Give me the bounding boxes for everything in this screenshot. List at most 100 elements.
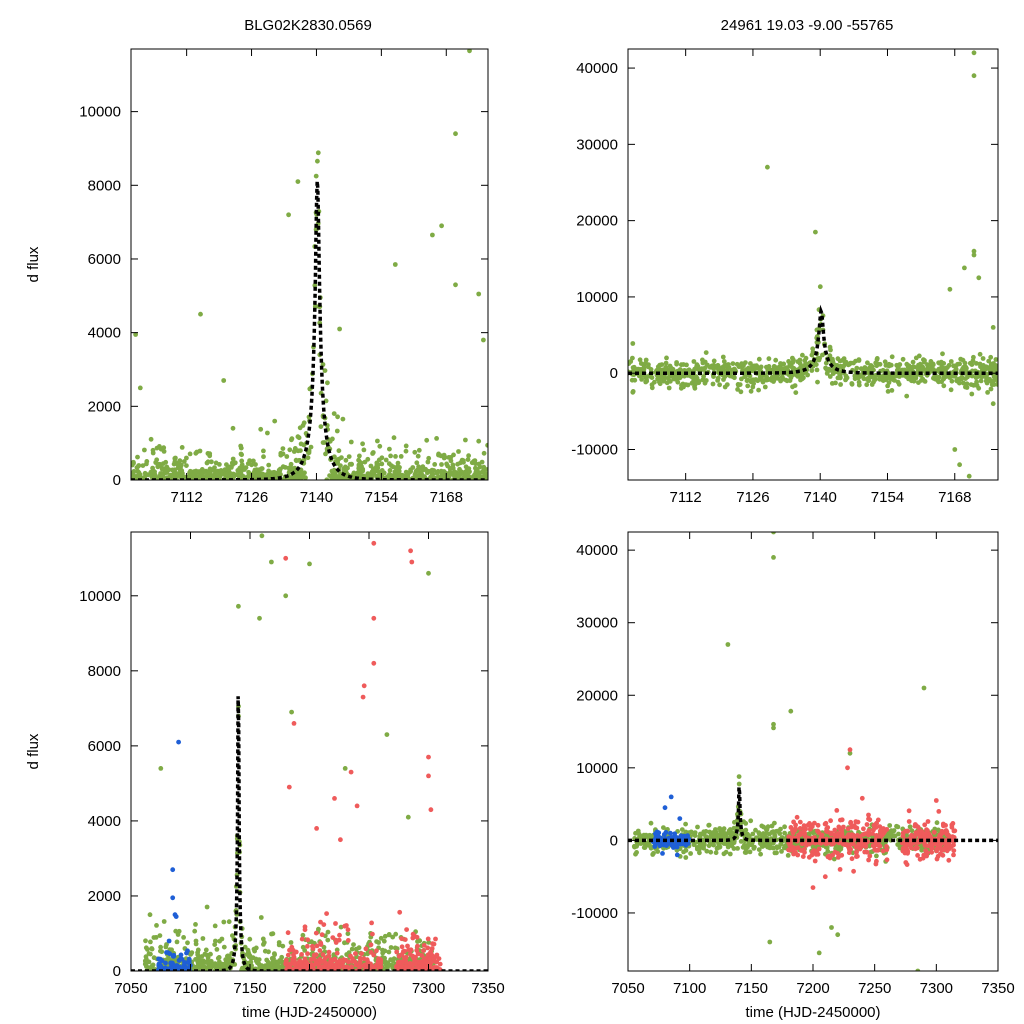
data-point xyxy=(135,469,141,475)
data-point xyxy=(429,946,435,951)
data-point xyxy=(981,363,986,368)
data-point xyxy=(160,473,166,479)
data-point xyxy=(427,956,432,961)
data-point xyxy=(307,561,312,567)
data-point xyxy=(971,73,977,79)
y-tick-label: 40000 xyxy=(576,60,618,77)
data-point xyxy=(157,933,163,938)
data-point xyxy=(657,362,663,368)
data-point xyxy=(743,846,749,852)
x-tick-label: 7126 xyxy=(235,489,268,506)
data-point xyxy=(163,960,168,966)
data-point xyxy=(816,326,822,332)
data-point xyxy=(294,458,299,464)
data-point xyxy=(854,849,859,855)
data-point xyxy=(318,940,324,946)
data-point xyxy=(769,829,775,835)
data-point xyxy=(835,932,841,938)
data-point xyxy=(265,963,270,969)
data-point xyxy=(907,824,913,830)
data-point xyxy=(947,286,953,292)
data-point xyxy=(415,453,421,459)
data-point xyxy=(320,958,326,964)
data-point xyxy=(776,365,782,370)
data-point xyxy=(731,846,737,851)
data-point xyxy=(143,960,149,965)
data-point xyxy=(697,842,703,847)
data-point xyxy=(771,725,776,731)
data-point xyxy=(272,952,277,958)
data-point xyxy=(989,362,994,368)
data-point xyxy=(265,430,270,436)
data-point xyxy=(876,834,881,840)
data-point xyxy=(245,947,251,953)
data-point xyxy=(318,919,323,925)
data-point xyxy=(933,798,939,803)
data-point xyxy=(925,843,931,849)
y-tick-label: 30000 xyxy=(576,615,618,632)
data-point xyxy=(350,959,355,964)
data-point xyxy=(173,928,179,934)
data-point xyxy=(257,467,262,472)
data-point xyxy=(700,357,705,363)
data-point xyxy=(375,438,380,444)
data-point xyxy=(457,466,462,472)
data-point xyxy=(704,848,710,854)
data-point xyxy=(299,952,304,957)
data-point xyxy=(900,830,906,836)
data-point xyxy=(771,532,776,535)
data-point xyxy=(770,845,776,851)
data-point xyxy=(971,252,977,258)
data-point xyxy=(290,957,295,963)
data-point xyxy=(654,829,660,835)
data-point xyxy=(280,446,286,451)
data-point xyxy=(334,428,340,434)
data-point xyxy=(351,942,356,947)
data-point xyxy=(823,820,829,826)
data-point xyxy=(386,949,392,955)
data-point xyxy=(460,458,466,463)
data-point xyxy=(338,924,344,930)
data-point xyxy=(382,933,388,939)
data-point xyxy=(317,965,322,970)
data-point xyxy=(837,867,843,872)
data-point xyxy=(904,862,910,867)
data-point xyxy=(480,469,485,475)
data-point xyxy=(784,378,790,384)
data-point xyxy=(414,460,420,466)
data-point xyxy=(358,460,364,466)
data-point xyxy=(181,935,187,940)
data-point xyxy=(258,963,264,968)
y-tick-label: 20000 xyxy=(576,213,618,230)
data-point xyxy=(135,454,140,460)
data-point xyxy=(915,824,921,830)
data-point xyxy=(255,960,260,966)
points-full-right xyxy=(631,532,958,971)
data-point xyxy=(286,784,292,790)
data-point xyxy=(671,845,676,850)
data-point xyxy=(177,458,183,464)
data-point xyxy=(326,953,332,959)
data-point xyxy=(861,826,866,832)
data-point xyxy=(748,361,753,366)
data-point xyxy=(390,934,396,940)
data-point xyxy=(410,935,416,941)
data-point xyxy=(718,831,724,836)
data-point xyxy=(272,418,278,424)
data-point xyxy=(983,366,989,372)
data-point xyxy=(868,363,874,368)
data-point xyxy=(936,809,942,814)
data-point xyxy=(383,457,389,463)
data-point xyxy=(820,352,825,358)
data-point xyxy=(631,364,637,370)
data-point xyxy=(761,824,766,830)
data-point xyxy=(647,843,653,849)
data-point xyxy=(485,442,488,448)
data-point xyxy=(633,830,638,836)
data-point xyxy=(280,451,286,457)
data-point xyxy=(425,936,431,942)
data-point xyxy=(344,964,350,970)
data-point xyxy=(406,947,411,953)
x-axis-label: time (HJD-2450000) xyxy=(745,1004,880,1021)
